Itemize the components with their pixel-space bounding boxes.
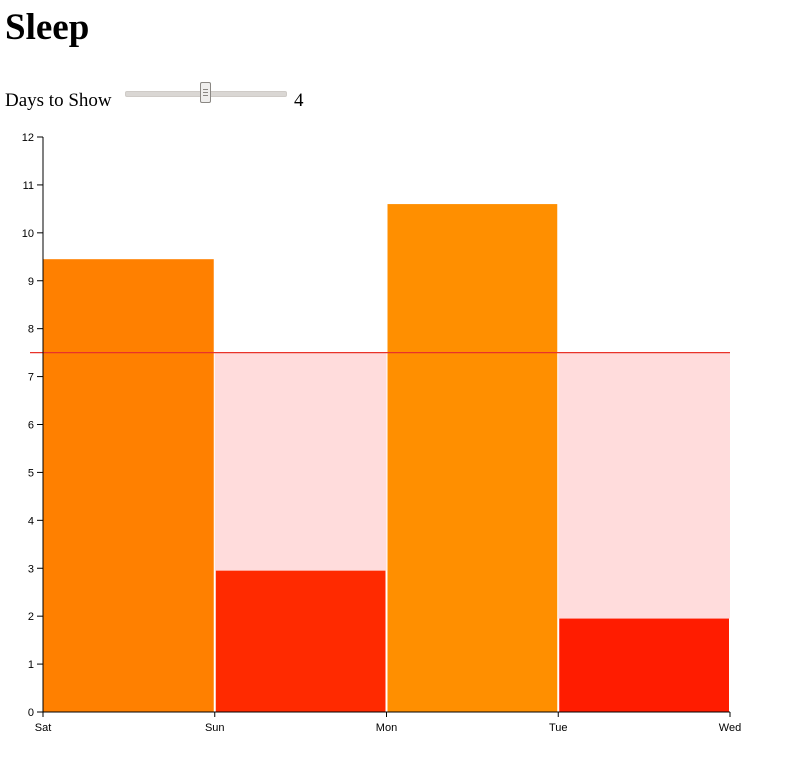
y-tick-label: 2 — [28, 611, 34, 623]
page-title: Sleep — [5, 7, 90, 48]
y-tick-label: 7 — [28, 372, 34, 384]
grip-icon — [203, 89, 208, 96]
x-axis: Sat Sun Mon Tue Wed — [35, 711, 741, 734]
sleep-bar — [387, 204, 558, 713]
deficit-layer — [214, 352, 730, 619]
y-tick-label: 0 — [28, 707, 34, 719]
sleep-bar — [43, 259, 214, 712]
sleep-bar — [215, 570, 386, 712]
sleep-bar — [559, 618, 729, 712]
days-slider-label: Days to Show — [5, 90, 112, 111]
x-tick-label: Sat — [35, 722, 52, 734]
y-tick-label: 1 — [28, 659, 34, 671]
slider-thumb[interactable] — [200, 82, 211, 103]
deficit-area — [558, 352, 730, 619]
y-tick-label: 12 — [22, 132, 34, 144]
y-tick-label: 6 — [28, 420, 34, 432]
y-tick-label: 10 — [22, 228, 34, 240]
x-tick-label: Mon — [376, 722, 397, 734]
bar-layer — [43, 204, 729, 713]
y-tick-label: 5 — [28, 467, 34, 479]
y-tick-label: 3 — [28, 563, 34, 575]
x-tick-label: Sun — [205, 722, 225, 734]
x-tick-label: Tue — [549, 722, 568, 734]
days-slider[interactable] — [125, 82, 287, 112]
days-slider-value: 4 — [294, 90, 304, 111]
y-tick-label: 9 — [28, 276, 34, 288]
deficit-area — [214, 352, 387, 571]
y-tick-label: 4 — [28, 515, 34, 527]
y-tick-label: 8 — [28, 324, 34, 336]
y-tick-label: 11 — [23, 180, 34, 192]
days-control: Days to Show 4 — [5, 82, 405, 112]
x-tick-label: Wed — [719, 722, 741, 734]
